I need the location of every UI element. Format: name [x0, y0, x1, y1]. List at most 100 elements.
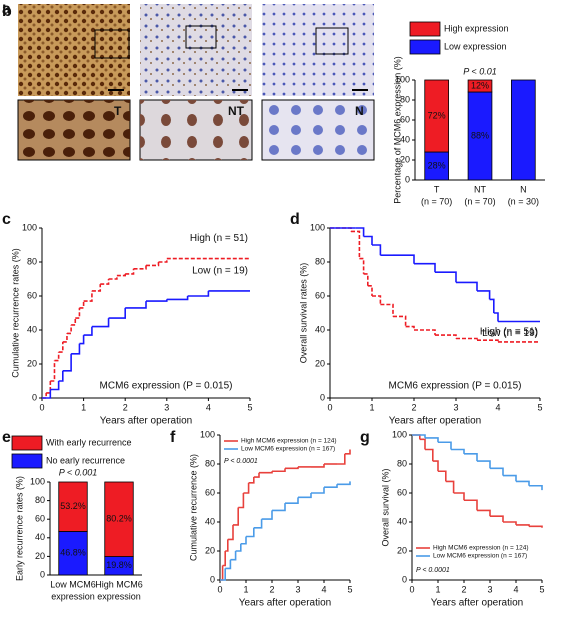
km-step: [456, 281, 478, 291]
value-label: 88%: [471, 130, 489, 140]
y-tick-label: 0: [402, 574, 407, 584]
annotation: MCM6 expression (P = 0.015): [100, 381, 233, 392]
x-tick-label: 0: [327, 402, 332, 412]
y-tick-label: 60: [400, 114, 410, 124]
km-step: [311, 487, 325, 494]
km-step: [477, 460, 491, 469]
km-step: [240, 536, 247, 545]
km-step: [125, 268, 135, 275]
value-label: 12%: [471, 80, 489, 90]
y-tick-label: 60: [35, 514, 45, 524]
x-tick-label: 3: [487, 584, 492, 594]
y-tick-label: 40: [400, 134, 410, 144]
x-tick-label: Low MCM6: [50, 579, 96, 589]
y-tick-label: 100: [310, 222, 325, 232]
km-step: [187, 290, 210, 297]
x-axis-label: Years after operation: [239, 598, 331, 609]
y-tick-label: 0: [320, 392, 325, 402]
image-texture: [262, 100, 374, 160]
km-step: [414, 329, 436, 336]
y-tick-label: 60: [397, 487, 407, 497]
x-tick-label: 3: [295, 584, 300, 594]
x-tick-label: NT: [474, 184, 486, 194]
legend-label: Low MCM6 expression (n = 167): [433, 553, 527, 560]
km-step: [75, 307, 81, 319]
legend-label: Low expression: [444, 41, 507, 51]
km-step: [464, 453, 478, 462]
panel-letter: c: [2, 211, 11, 228]
km-step: [503, 521, 517, 525]
km-step: [453, 492, 465, 501]
km-step: [451, 448, 465, 454]
x-axis-label: Years after operation: [389, 416, 481, 427]
km-step: [419, 438, 426, 450]
km-step: [285, 497, 299, 504]
x-tick-label: 0: [217, 584, 222, 594]
km-step: [158, 258, 168, 263]
y-tick-label: 0: [210, 574, 215, 584]
value-label: 80.2%: [106, 514, 132, 524]
km-step: [230, 551, 237, 561]
curve-label: Low (n = 19): [192, 266, 248, 277]
y-tick-label: 20: [27, 358, 37, 368]
y-tick-label: 20: [315, 358, 325, 368]
km-step: [133, 265, 147, 270]
km-step: [435, 334, 457, 339]
y-tick-label: 100: [22, 222, 37, 232]
y-axis-label: Early recurrence rates (%): [14, 476, 24, 581]
annotation: P < 0.01: [463, 66, 496, 76]
y-axis-label: Percentage of MCM6 expression (%): [392, 56, 402, 204]
y-tick-label: 20: [35, 551, 45, 561]
km-step: [71, 318, 77, 326]
km-step: [355, 227, 365, 237]
km-step: [108, 307, 126, 319]
y-tick-label: 40: [315, 324, 325, 334]
curve-label: Low (n = 19): [482, 328, 538, 339]
km-step: [372, 244, 382, 256]
km-step: [71, 343, 81, 355]
legend-swatch: [11, 453, 43, 469]
km-step: [50, 381, 60, 391]
x-tick-label: N: [520, 184, 527, 194]
x-tick-label: 3: [453, 402, 458, 412]
y-tick-label: 20: [205, 545, 215, 555]
km-step: [116, 273, 126, 277]
km-step: [46, 381, 52, 394]
km-step: [66, 324, 72, 335]
km-step: [50, 360, 56, 382]
inset-label: NT: [228, 104, 245, 118]
km-step: [100, 279, 110, 285]
km-step: [529, 525, 543, 528]
y-tick-label: 20: [397, 545, 407, 555]
km-step: [222, 551, 226, 567]
legend-label: High expression: [444, 23, 509, 33]
km-step: [337, 453, 346, 465]
km-step: [311, 464, 325, 468]
km-step: [516, 524, 530, 527]
legend-swatch: [409, 21, 441, 37]
y-tick-label: 80: [27, 256, 37, 266]
x-tick-label: 4: [495, 402, 500, 412]
panel-letter: e: [2, 429, 11, 446]
km-step: [414, 262, 436, 273]
bar-segment: [424, 79, 449, 153]
x-tick-sublabel: expression: [51, 591, 95, 601]
km-step: [359, 257, 365, 274]
y-tick-label: 40: [397, 516, 407, 526]
km-step: [220, 568, 226, 581]
legend-swatch: [409, 39, 441, 55]
km-step: [490, 467, 504, 476]
annotation: P < 0.001: [59, 467, 97, 477]
km-step: [456, 337, 478, 341]
km-step: [393, 254, 415, 264]
x-tick-label: 4: [206, 402, 211, 412]
km-step: [261, 510, 273, 520]
x-tick-label: 4: [321, 584, 326, 594]
y-tick-label: 20: [400, 154, 410, 164]
km-step: [445, 480, 455, 493]
value-label: 19.8%: [106, 560, 132, 570]
image-texture: [18, 4, 130, 96]
km-step: [225, 559, 232, 570]
km-step: [405, 325, 415, 330]
km-step: [58, 341, 64, 353]
